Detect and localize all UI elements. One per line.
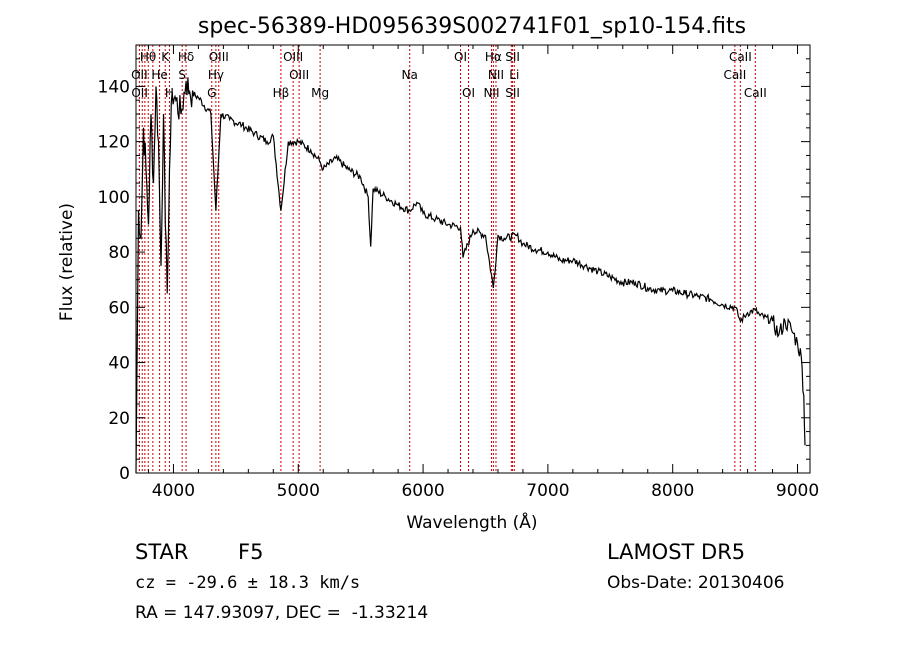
y-tick-label: 100: [98, 188, 130, 208]
line-label: Hγ: [208, 68, 224, 82]
x-tick-label: 9000: [776, 481, 819, 501]
line-label: OII: [131, 86, 148, 100]
x-tick-label: 6000: [401, 481, 444, 501]
cz-value: cz = -29.6 ± 18.3 km/s: [135, 573, 361, 593]
line-label: OI: [454, 50, 467, 64]
line-label: CaII: [729, 50, 752, 64]
x-axis-label: Wavelength (Å): [406, 511, 537, 533]
line-markers: [138, 45, 756, 473]
spectrum-series-line: [135, 77, 806, 474]
line-label: K: [161, 50, 170, 64]
y-axis-label: Flux (relative): [57, 203, 77, 321]
line-label: SII: [505, 50, 520, 64]
chart-title: spec-56389-HD095639S002741F01_sp10-154.f…: [198, 14, 746, 39]
line-label: Hα: [485, 50, 502, 64]
survey-label: LAMOST DR5: [607, 540, 746, 564]
line-label: S: [178, 68, 186, 82]
line-label: NII: [488, 68, 504, 82]
class-label: STAR: [135, 540, 189, 564]
y-tick-label: 20: [108, 409, 130, 429]
x-tick-label: 8000: [651, 481, 694, 501]
line-label: OII: [131, 68, 148, 82]
line-label: Hδ: [178, 50, 194, 64]
line-label: NII: [483, 86, 499, 100]
line-label: OIII: [209, 50, 229, 64]
line-label: Hθ: [140, 50, 156, 64]
obs-date: Obs-Date: 20130406: [607, 573, 785, 593]
y-tick-label: 80: [108, 243, 130, 263]
y-tick-label: 140: [98, 77, 130, 97]
line-label: CaII: [723, 68, 746, 82]
y-tick-label: 0: [119, 464, 130, 484]
line-label: Li: [509, 68, 519, 82]
line-label: OI: [462, 86, 475, 100]
x-tick-label: 5000: [277, 481, 320, 501]
x-tick-label: 4000: [152, 481, 195, 501]
subclass-label: F5: [238, 540, 264, 564]
y-tick-label: 120: [98, 133, 130, 153]
y-tick-label: 60: [108, 298, 130, 318]
line-label: SII: [505, 86, 520, 100]
coordinates: RA = 147.93097, DEC = -1.33214: [135, 603, 429, 623]
line-label: Na: [402, 68, 418, 82]
line-label: OIII: [289, 68, 309, 82]
line-label: OIII: [283, 50, 303, 64]
y-tick-label: 40: [108, 354, 130, 374]
line-label: CaII: [744, 86, 767, 100]
line-label: Mg: [311, 86, 329, 100]
plot-frame: [135, 44, 811, 474]
y-axis: 0 20 40 60 80 100 120 140: [98, 58, 810, 484]
x-axis: 4000 5000 6000 7000 8000 9000: [147, 45, 819, 501]
line-label: G: [207, 86, 216, 100]
x-tick-label: 7000: [526, 481, 569, 501]
line-label: H: [165, 86, 174, 100]
line-label: Hβ: [273, 86, 290, 100]
line-label: He: [151, 68, 167, 82]
